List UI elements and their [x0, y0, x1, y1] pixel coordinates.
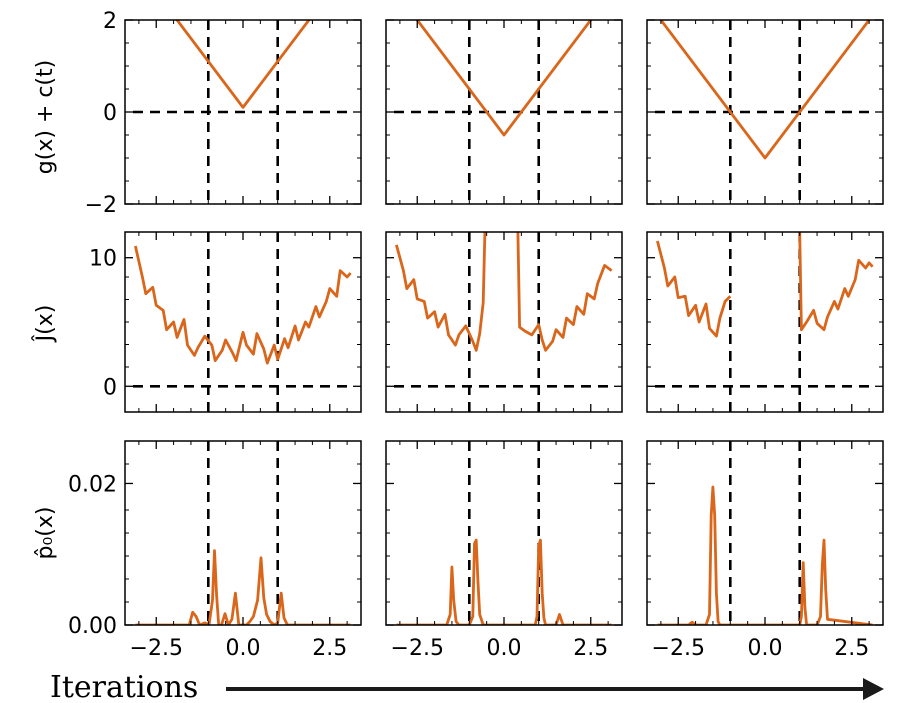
series-line: [175, 20, 311, 109]
subplot-r1-c2: [646, 231, 884, 413]
y-tick-label: 2: [103, 9, 117, 34]
subplot-r1-c0: 0 10: [89, 231, 362, 413]
x-tick-label: −2.5: [652, 636, 705, 661]
y-tick-label: 0: [103, 101, 117, 126]
subplot-r0-c2: [646, 19, 884, 205]
subplot-r0-c0: −2 0 2: [85, 9, 362, 218]
x-tick-label: 0.0: [487, 636, 522, 661]
series-line: [396, 538, 612, 625]
row-1-ylabel: Ĵ(x): [32, 305, 58, 344]
subplot-r2-c2: −2.5 0.0 2.5: [646, 440, 884, 661]
x-tick-label: −2.5: [130, 636, 183, 661]
y-tick-label: 10: [89, 247, 117, 272]
x-tick-label: −2.5: [391, 636, 444, 661]
row-0-ylabel: g(x) + c(t): [33, 60, 58, 174]
axes-frame: [646, 440, 884, 626]
x-tick-label: 2.5: [312, 636, 347, 661]
y-tick-label: 0.02: [68, 472, 117, 497]
subplot-r0-c1: [385, 19, 623, 205]
series-line: [415, 20, 593, 137]
iterations-label: Iterations: [50, 670, 198, 703]
y-tick-label: 0.00: [68, 614, 117, 639]
y-tick-label: 0: [103, 375, 117, 400]
x-tick-label: 2.5: [834, 636, 869, 661]
axes-frame: [124, 440, 362, 626]
series-line: [656, 232, 874, 338]
x-tick-label: 0.0: [226, 636, 261, 661]
series-line: [657, 485, 873, 625]
y-tick-label: −2: [85, 193, 117, 218]
subplot-r2-c1: −2.5 0.0 2.5: [385, 440, 623, 661]
series-line: [134, 245, 352, 365]
series-line: [395, 232, 613, 352]
row-2-ylabel: p̂₀(x): [33, 507, 58, 560]
axes-frame: [385, 440, 623, 626]
iterations-arrow-head: [863, 678, 884, 700]
x-tick-label: 0.0: [748, 636, 783, 661]
subplot-r1-c1: [385, 231, 623, 413]
subplot-r2-c0: 0.00 0.02 −2.5 0.0 2.5: [68, 440, 362, 661]
series-line: [135, 549, 351, 625]
series-line: [659, 20, 871, 160]
x-tick-label: 2.5: [573, 636, 608, 661]
